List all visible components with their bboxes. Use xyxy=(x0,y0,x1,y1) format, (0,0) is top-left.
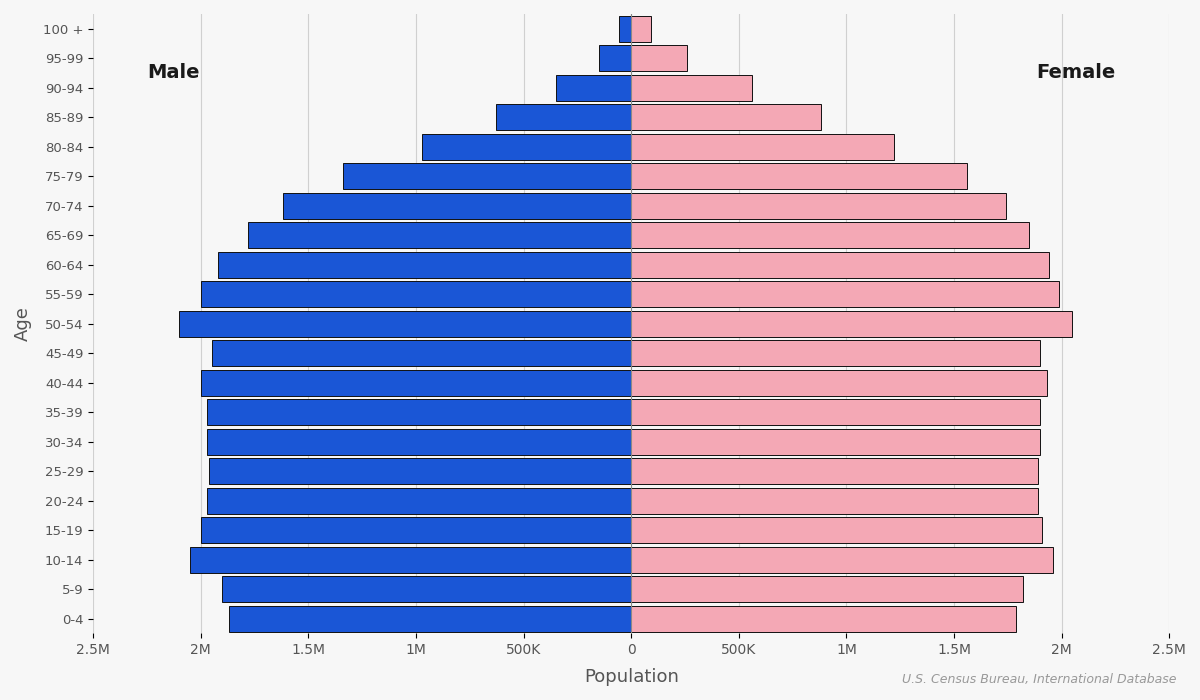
Bar xyxy=(631,399,1040,425)
Bar xyxy=(496,104,631,130)
Bar xyxy=(631,311,1073,337)
Bar xyxy=(422,134,631,160)
Bar xyxy=(208,488,631,514)
Bar xyxy=(208,428,631,454)
Bar xyxy=(200,370,631,395)
Bar xyxy=(200,281,631,307)
Bar xyxy=(631,458,1038,484)
Bar xyxy=(631,428,1040,454)
Bar xyxy=(631,370,1046,395)
Bar xyxy=(599,46,631,71)
Bar xyxy=(631,104,821,130)
Bar xyxy=(343,163,631,189)
Bar xyxy=(631,163,967,189)
Bar xyxy=(200,517,631,543)
Bar xyxy=(631,193,1006,218)
Bar xyxy=(631,222,1030,248)
Bar xyxy=(631,134,894,160)
Bar xyxy=(190,547,631,573)
Bar xyxy=(631,340,1040,366)
Bar xyxy=(218,251,631,278)
Bar xyxy=(631,576,1022,602)
Bar xyxy=(248,222,631,248)
Bar xyxy=(210,458,631,484)
Text: Male: Male xyxy=(148,64,199,83)
Bar xyxy=(631,75,751,101)
Bar xyxy=(631,488,1038,514)
Bar xyxy=(208,399,631,425)
X-axis label: Population: Population xyxy=(583,668,679,686)
Bar xyxy=(229,606,631,631)
Bar xyxy=(631,281,1060,307)
Bar xyxy=(222,576,631,602)
Bar xyxy=(631,517,1043,543)
Bar xyxy=(631,46,688,71)
Bar xyxy=(631,15,650,41)
Bar xyxy=(556,75,631,101)
Bar xyxy=(211,340,631,366)
Text: Female: Female xyxy=(1036,64,1115,83)
Bar xyxy=(282,193,631,218)
Y-axis label: Age: Age xyxy=(14,306,32,341)
Bar xyxy=(631,606,1016,631)
Bar xyxy=(631,547,1052,573)
Text: U.S. Census Bureau, International Database: U.S. Census Bureau, International Databa… xyxy=(901,673,1176,686)
Bar xyxy=(631,251,1049,278)
Bar xyxy=(619,15,631,41)
Bar xyxy=(179,311,631,337)
